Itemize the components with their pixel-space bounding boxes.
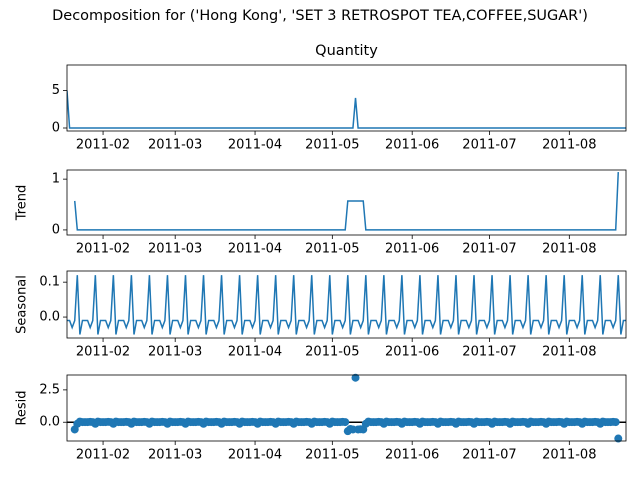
y-axis-label: Trend	[15, 185, 30, 222]
y-tick-label: 0	[52, 222, 60, 237]
x-tick-label: 2011-06	[385, 448, 439, 463]
x-tick-label: 2011-07	[462, 138, 516, 153]
resid-point	[614, 434, 623, 443]
x-tick-label: 2011-06	[385, 242, 439, 257]
x-tick-label: 2011-04	[228, 242, 282, 257]
axes-frame	[66, 270, 627, 339]
y-tick-label: 1	[52, 172, 60, 187]
resid-point	[351, 373, 360, 382]
x-tick-label: 2011-02	[76, 345, 130, 360]
axes-frame	[66, 374, 627, 442]
x-tick-label: 2011-08	[542, 345, 596, 360]
x-tick-label: 2011-05	[305, 242, 359, 257]
figure-title: Decomposition for ('Hong Kong', 'SET 3 R…	[52, 8, 588, 24]
x-tick-label: 2011-05	[305, 138, 359, 153]
x-tick-label: 2011-04	[228, 448, 282, 463]
y-tick-label: 0	[52, 121, 60, 136]
x-tick-label: 2011-06	[385, 138, 439, 153]
x-tick-label: 2011-07	[462, 448, 516, 463]
resid-point	[341, 418, 350, 427]
resid-point	[611, 418, 620, 427]
y-tick-label: 5	[52, 83, 60, 98]
y-axis-label: Resid	[15, 390, 30, 425]
panel-title: Quantity	[315, 43, 378, 59]
series-line	[73, 171, 620, 231]
x-tick-label: 2011-08	[542, 242, 596, 257]
x-tick-label: 2011-02	[76, 138, 130, 153]
y-tick-label: 2.5	[39, 382, 60, 397]
x-tick-label: 2011-08	[542, 448, 596, 463]
x-tick-label: 2011-05	[305, 345, 359, 360]
x-tick-label: 2011-06	[385, 345, 439, 360]
x-tick-label: 2011-08	[542, 138, 596, 153]
y-tick-label: 0.0	[39, 310, 60, 325]
axes-frame	[66, 64, 627, 132]
series-line	[67, 275, 626, 335]
x-tick-label: 2011-03	[148, 138, 202, 153]
x-tick-label: 2011-04	[228, 138, 282, 153]
series-line	[67, 90, 626, 129]
x-tick-label: 2011-02	[76, 242, 130, 257]
x-tick-label: 2011-04	[228, 345, 282, 360]
y-axis-label: Seasonal	[15, 275, 30, 334]
x-tick-label: 2011-03	[148, 345, 202, 360]
x-tick-label: 2011-07	[462, 345, 516, 360]
x-tick-label: 2011-03	[148, 242, 202, 257]
y-tick-label: 0.0	[39, 415, 60, 430]
x-tick-label: 2011-03	[148, 448, 202, 463]
x-tick-label: 2011-05	[305, 448, 359, 463]
x-tick-label: 2011-07	[462, 242, 516, 257]
x-tick-label: 2011-02	[76, 448, 130, 463]
axes-frame	[66, 169, 627, 236]
y-tick-label: 0.1	[39, 275, 60, 290]
